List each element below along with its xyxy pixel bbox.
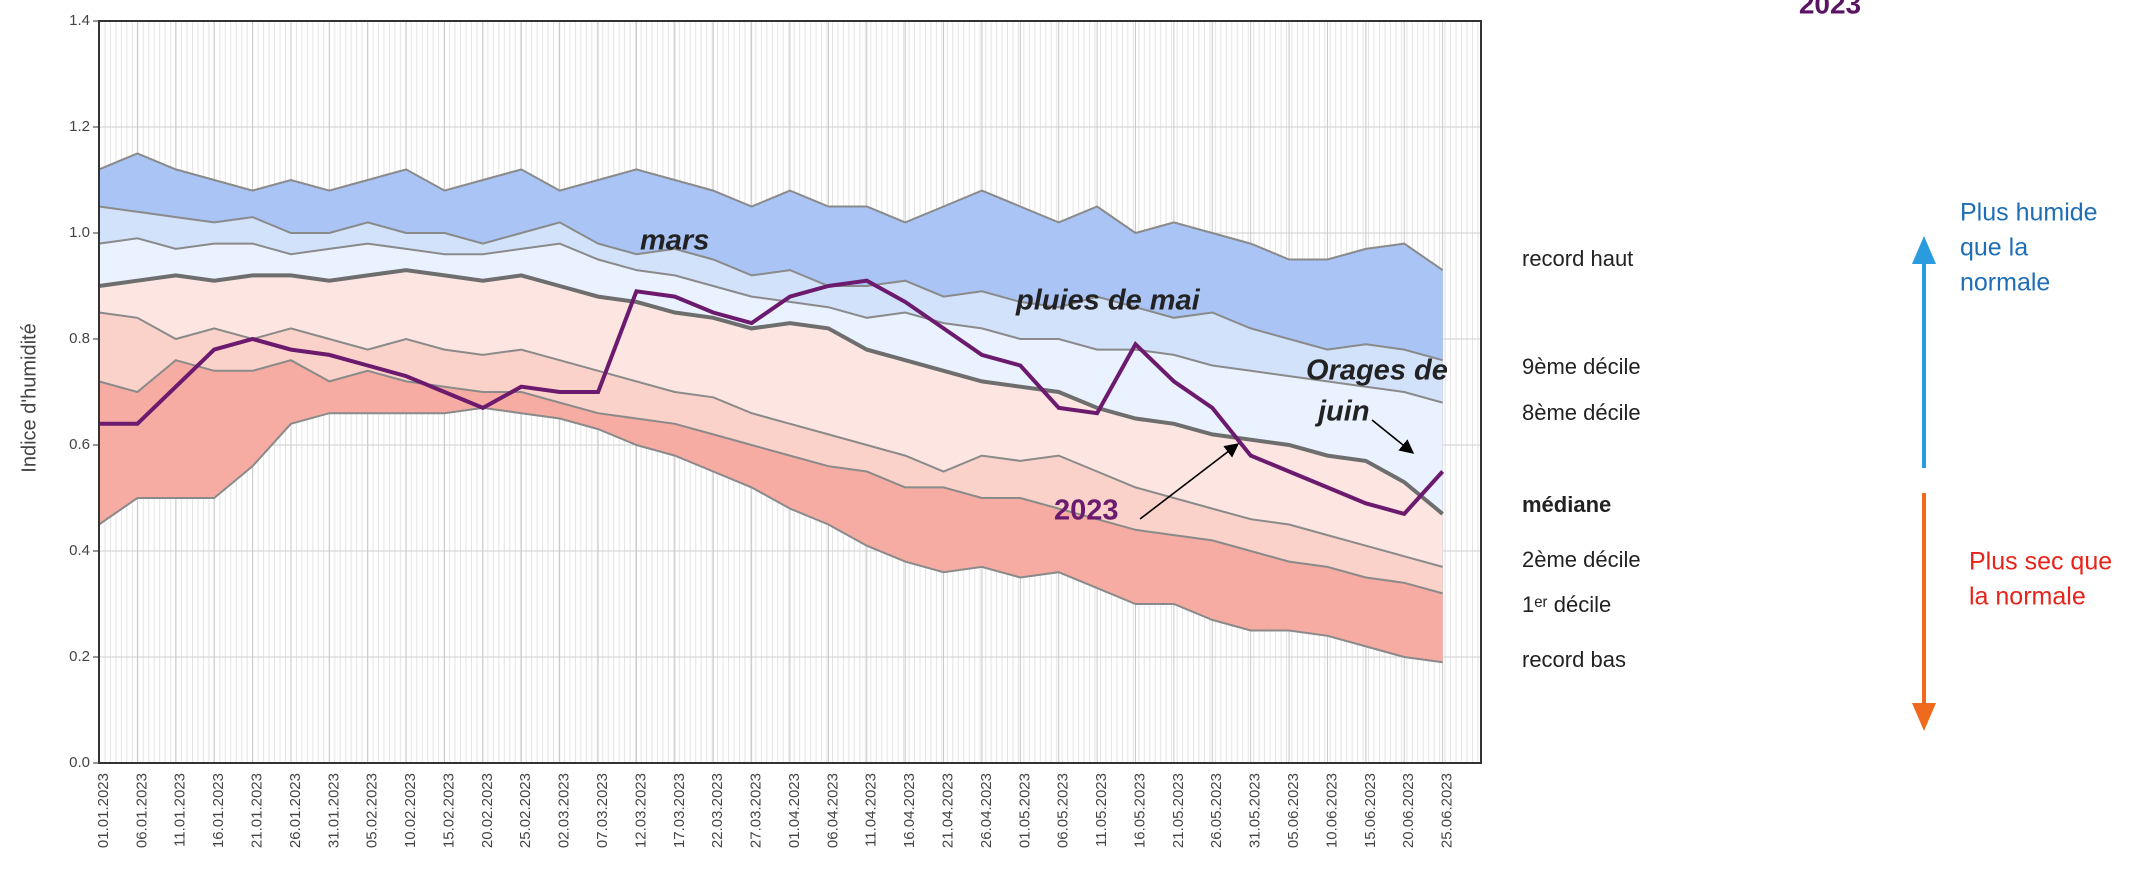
y-tick-label: 0.8	[69, 330, 90, 347]
x-tick-label: 22.03.2023	[709, 773, 726, 848]
series-label: médiane	[1522, 492, 1611, 517]
wetter-note: normale	[1960, 269, 2050, 297]
x-tick-label: 15.06.2023	[1362, 773, 1379, 848]
dry-arrow-head	[1912, 703, 1936, 731]
annotation: pluies de mai	[1015, 285, 1201, 317]
x-tick-label: 26.05.2023	[1208, 773, 1225, 848]
chart-title: 2023	[1799, 0, 1861, 19]
wet-arrow-head	[1912, 236, 1936, 264]
x-tick-label: 17.03.2023	[671, 773, 688, 848]
x-tick-label: 20.02.2023	[479, 773, 496, 848]
x-tick-label: 16.04.2023	[901, 773, 918, 848]
annotation: 2023	[1054, 495, 1119, 527]
x-tick-label: 21.05.2023	[1170, 773, 1187, 848]
x-tick-label: 02.03.2023	[556, 773, 573, 848]
band-fill	[99, 360, 1443, 663]
x-tick-label: 11.05.2023	[1093, 773, 1110, 847]
annotation-arrow	[1371, 419, 1415, 454]
band-line	[98, 359, 1443, 595]
x-tick-label: 05.06.2023	[1285, 773, 1302, 848]
wetter-note: que la	[1960, 234, 2028, 262]
y-tick-label: 0.2	[69, 648, 90, 665]
band-line	[98, 237, 1443, 404]
x-tick-label: 16.01.2023	[210, 773, 227, 848]
x-tick-label: 12.03.2023	[632, 773, 649, 848]
x-tick-label: 07.03.2023	[594, 773, 611, 848]
band-line	[98, 152, 1444, 271]
x-tick-label: 15.02.2023	[440, 773, 457, 848]
series-label: 1ᵉʳ décile	[1522, 592, 1611, 617]
annotation: mars	[640, 225, 709, 257]
x-tick-label: 10.02.2023	[402, 773, 419, 848]
y-axis-label: Indice d'humidité	[18, 323, 40, 472]
annotation-arrow	[1139, 443, 1240, 520]
side-notes: Plus humide que la normale Plus sec que la n…	[1912, 199, 2112, 731]
line-2023	[99, 278, 1445, 517]
annotation: Orages de	[1306, 355, 1448, 387]
series-label: record bas	[1522, 647, 1626, 672]
band-fill	[99, 206, 1443, 403]
series-label: 8ème décile	[1522, 400, 1641, 425]
x-tick-label: 25.02.2023	[517, 773, 534, 848]
band-line	[98, 311, 1443, 568]
x-tick-label: 01.05.2023	[1016, 773, 1033, 848]
band-line	[98, 205, 1443, 362]
wetter-note: Plus humide	[1960, 199, 2098, 227]
plot-frame-top	[98, 20, 1482, 764]
y-tick-label: 0.4	[69, 542, 90, 559]
x-tick-label: 01.01.2023	[95, 773, 112, 848]
band-line	[98, 268, 1444, 516]
x-tick-label: 11.04.2023	[863, 773, 880, 847]
band-fill	[99, 153, 1443, 361]
band-line	[98, 406, 1443, 664]
x-tick-label: 06.04.2023	[824, 773, 841, 848]
band-fill	[99, 238, 1443, 514]
y-tick-label: 0.6	[69, 436, 90, 453]
annotation: juin	[1314, 396, 1370, 428]
y-tick-label: 1.2	[69, 118, 90, 135]
x-tick-label: 26.04.2023	[978, 773, 995, 848]
x-tick-label: 01.04.2023	[786, 773, 803, 848]
x-tick-label: 31.01.2023	[325, 773, 342, 848]
x-tick-label: 27.03.2023	[748, 773, 765, 848]
x-tick-label: 31.05.2023	[1247, 773, 1264, 848]
x-tick-label: 06.01.2023	[133, 773, 150, 848]
y-tick-label: 0.0	[69, 754, 90, 771]
x-tick-label: 21.01.2023	[249, 773, 266, 848]
y-tick-label: 1.0	[69, 224, 90, 241]
band-fill	[99, 312, 1443, 594]
series-label: 9ème décile	[1522, 354, 1641, 379]
x-tick-label: 20.06.2023	[1400, 773, 1417, 848]
series-label: record haut	[1522, 246, 1633, 271]
x-tick-label: 25.06.2023	[1439, 773, 1456, 848]
x-tick-label: 05.02.2023	[364, 773, 381, 848]
series-label: 2ème décile	[1522, 547, 1641, 572]
x-tick-label: 26.01.2023	[287, 773, 304, 848]
x-tick-label: 21.04.2023	[940, 773, 957, 848]
x-tick-label: 16.05.2023	[1131, 773, 1148, 848]
x-tick-label: 10.06.2023	[1323, 773, 1340, 848]
x-tick-label: 11.01.2023	[172, 773, 189, 847]
drier-note: la normale	[1969, 583, 2086, 611]
drier-note: Plus sec que	[1969, 548, 2112, 576]
y-tick-label: 1.4	[69, 12, 90, 29]
x-tick-label: 06.05.2023	[1055, 773, 1072, 848]
